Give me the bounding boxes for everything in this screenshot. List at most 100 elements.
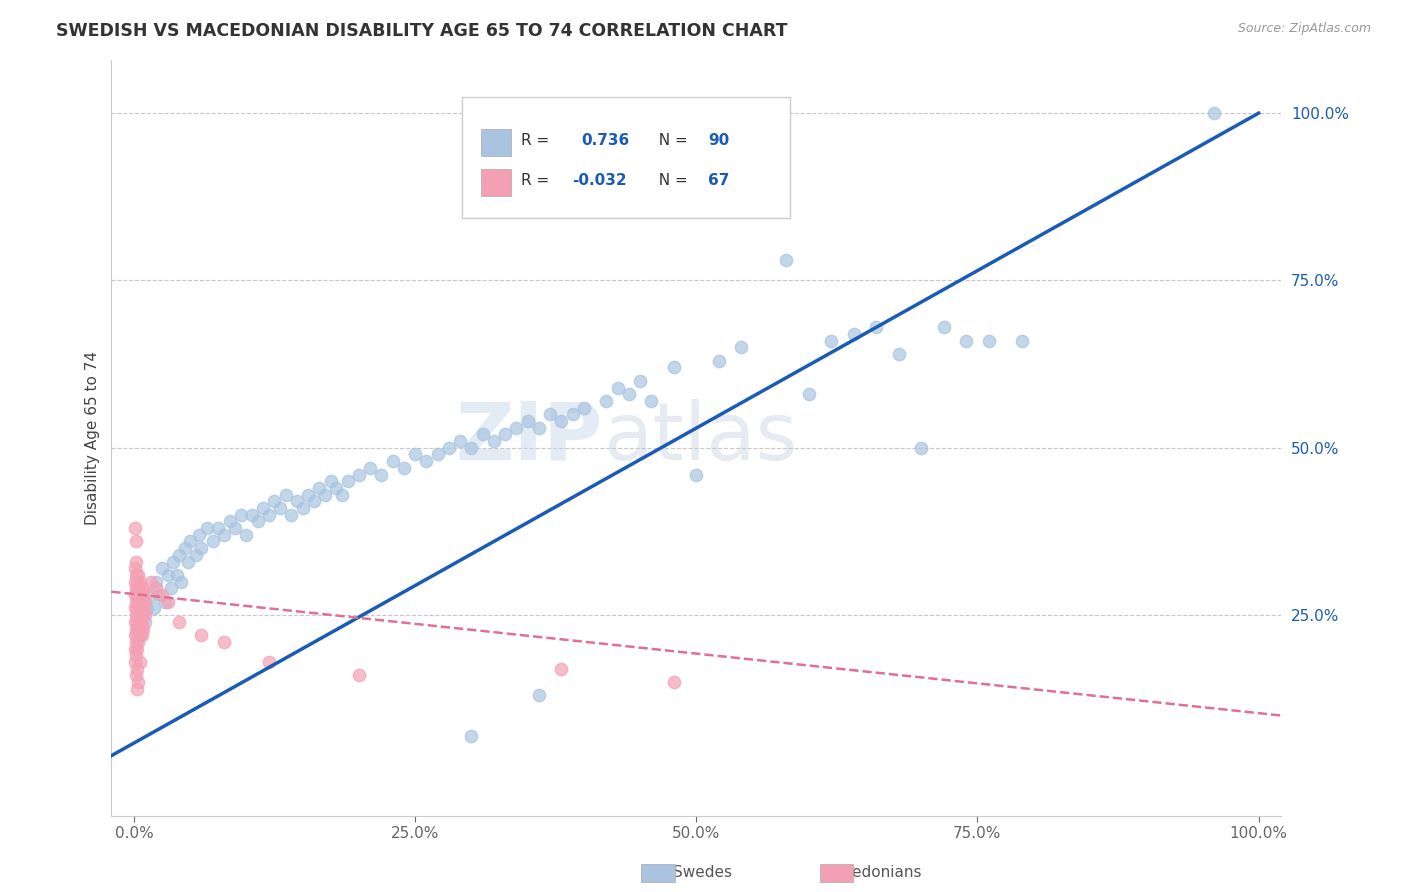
- Point: [127, 601, 149, 615]
- FancyBboxPatch shape: [481, 129, 512, 155]
- Point: [177, 555, 200, 569]
- Point: [606, 380, 628, 394]
- Point: [820, 334, 842, 348]
- Point: [257, 655, 280, 669]
- Point: [156, 568, 179, 582]
- Point: [685, 467, 707, 482]
- Point: [190, 541, 212, 556]
- FancyBboxPatch shape: [481, 169, 512, 195]
- Text: N =: N =: [650, 133, 688, 148]
- Point: [125, 568, 148, 582]
- Point: [124, 628, 146, 642]
- Point: [330, 488, 353, 502]
- Point: [167, 548, 190, 562]
- Point: [125, 635, 148, 649]
- Point: [128, 574, 150, 589]
- Point: [404, 448, 426, 462]
- Point: [1011, 334, 1033, 348]
- Point: [207, 521, 229, 535]
- Point: [131, 601, 153, 615]
- Point: [527, 420, 550, 434]
- FancyBboxPatch shape: [463, 97, 790, 219]
- Point: [336, 475, 359, 489]
- Point: [173, 541, 195, 556]
- Point: [129, 622, 152, 636]
- Point: [240, 508, 263, 522]
- Point: [471, 427, 494, 442]
- Point: [842, 326, 865, 341]
- Point: [460, 729, 482, 743]
- Point: [166, 568, 188, 582]
- Point: [125, 534, 148, 549]
- Point: [190, 628, 212, 642]
- Point: [127, 641, 149, 656]
- Point: [201, 534, 224, 549]
- Point: [124, 601, 146, 615]
- Point: [124, 561, 146, 575]
- Point: [128, 628, 150, 642]
- Point: [550, 662, 572, 676]
- Point: [128, 628, 150, 642]
- Point: [131, 615, 153, 629]
- Point: [136, 601, 159, 615]
- Point: [127, 628, 149, 642]
- Point: [195, 521, 218, 535]
- Point: [229, 508, 252, 522]
- Point: [482, 434, 505, 449]
- Point: [392, 461, 415, 475]
- Point: [127, 568, 149, 582]
- Point: [977, 334, 1000, 348]
- Point: [263, 494, 285, 508]
- Point: [143, 601, 166, 615]
- Point: [124, 615, 146, 629]
- Point: [617, 387, 640, 401]
- Point: [887, 347, 910, 361]
- Point: [224, 521, 246, 535]
- Point: [538, 407, 561, 421]
- Text: 0.736: 0.736: [582, 133, 630, 148]
- Point: [269, 501, 291, 516]
- Point: [640, 393, 662, 408]
- Text: atlas: atlas: [603, 399, 797, 476]
- Point: [129, 582, 152, 596]
- Point: [955, 334, 977, 348]
- Point: [131, 628, 153, 642]
- Point: [127, 675, 149, 690]
- Point: [212, 635, 235, 649]
- Point: [170, 574, 193, 589]
- Point: [155, 595, 177, 609]
- Y-axis label: Disability Age 65 to 74: Disability Age 65 to 74: [86, 351, 100, 524]
- Point: [257, 508, 280, 522]
- Point: [127, 574, 149, 589]
- Point: [319, 475, 342, 489]
- Text: -0.032: -0.032: [572, 173, 627, 188]
- Point: [285, 494, 308, 508]
- Point: [139, 574, 162, 589]
- Text: Swedes: Swedes: [673, 865, 733, 880]
- Point: [932, 320, 955, 334]
- Text: Source: ZipAtlas.com: Source: ZipAtlas.com: [1237, 22, 1371, 36]
- Point: [127, 622, 149, 636]
- Point: [128, 601, 150, 615]
- Text: ZIP: ZIP: [456, 399, 603, 476]
- Point: [865, 320, 887, 334]
- Point: [381, 454, 404, 468]
- Point: [139, 588, 162, 602]
- Point: [128, 588, 150, 602]
- Point: [437, 441, 460, 455]
- Point: [775, 253, 797, 268]
- Text: N =: N =: [650, 173, 688, 188]
- Point: [274, 488, 297, 502]
- Point: [150, 588, 173, 602]
- Text: 90: 90: [709, 133, 730, 148]
- Text: 67: 67: [709, 173, 730, 188]
- Point: [325, 481, 347, 495]
- Point: [124, 574, 146, 589]
- Point: [561, 407, 583, 421]
- Point: [132, 622, 155, 636]
- Point: [125, 582, 148, 596]
- Point: [156, 595, 179, 609]
- Point: [134, 595, 156, 609]
- Point: [662, 675, 685, 690]
- Point: [127, 681, 149, 696]
